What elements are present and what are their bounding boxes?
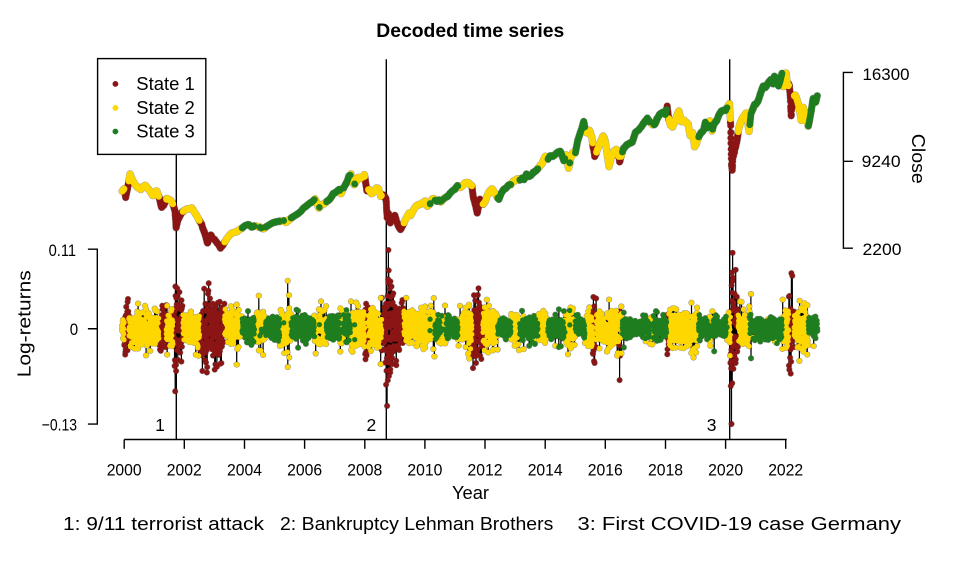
svg-text:2014: 2014: [528, 461, 563, 480]
svg-text:2002: 2002: [167, 461, 202, 480]
svg-text:2020: 2020: [708, 461, 743, 480]
svg-text:9240: 9240: [862, 152, 901, 171]
svg-text:Decoded time series: Decoded time series: [376, 20, 564, 42]
svg-text:0.11: 0.11: [49, 241, 77, 260]
svg-text:Log-returns: Log-returns: [15, 270, 35, 377]
svg-text:State 3: State 3: [136, 122, 195, 142]
svg-text:−0.13: −0.13: [42, 416, 77, 435]
svg-text:3: First COVID-19 case Germany: 3: First COVID-19 case Germany: [578, 514, 902, 534]
svg-text:2006: 2006: [287, 461, 322, 480]
svg-text:2: 2: [367, 415, 377, 435]
svg-text:1: 1: [155, 415, 165, 435]
svg-text:State 2: State 2: [136, 98, 195, 118]
svg-text:0: 0: [70, 320, 78, 339]
svg-text:Year: Year: [452, 483, 489, 503]
svg-text:State 1: State 1: [136, 74, 195, 94]
svg-text:2200: 2200: [863, 240, 902, 259]
svg-text:2004: 2004: [227, 461, 262, 480]
svg-text:2018: 2018: [648, 461, 683, 480]
svg-text:16300: 16300: [863, 65, 910, 84]
svg-text:2012: 2012: [468, 461, 503, 480]
svg-text:2: Bankruptcy Lehman Brothers: 2: Bankruptcy Lehman Brothers: [280, 514, 553, 534]
svg-text:2022: 2022: [768, 461, 803, 480]
svg-text:3: 3: [707, 415, 717, 435]
svg-text:2010: 2010: [407, 461, 442, 480]
svg-text:2008: 2008: [347, 461, 382, 480]
svg-text:Close: Close: [908, 134, 928, 184]
svg-text:2000: 2000: [107, 461, 142, 480]
svg-text:1: 9/11 terrorist attack: 1: 9/11 terrorist attack: [63, 514, 265, 534]
svg-text:2016: 2016: [588, 461, 623, 480]
